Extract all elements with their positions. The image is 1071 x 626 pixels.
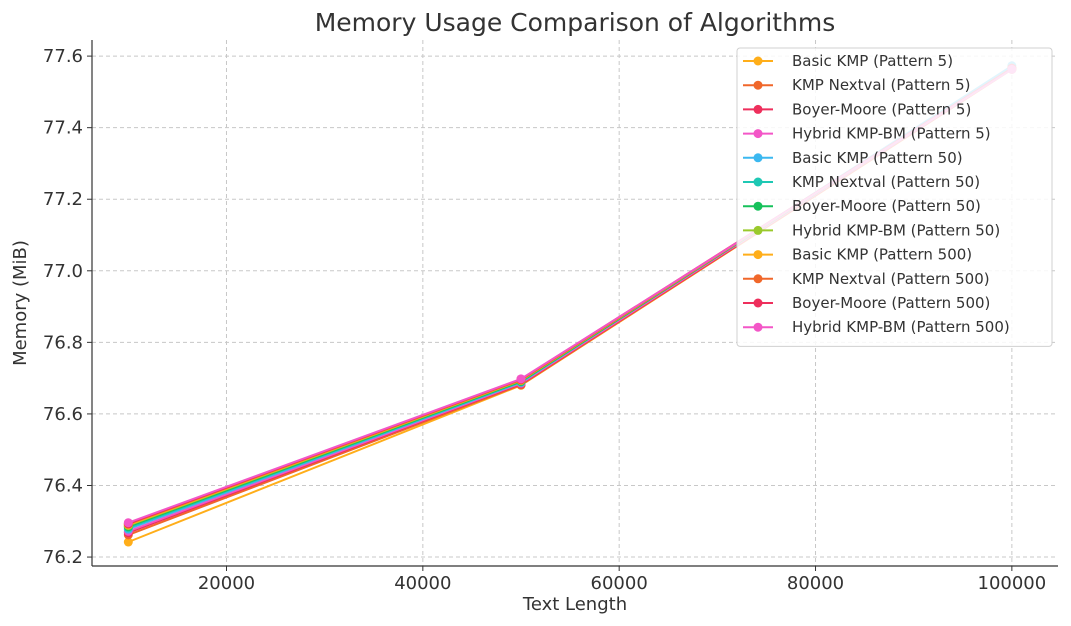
legend-label: Basic KMP (Pattern 500) bbox=[792, 246, 972, 264]
legend-entry: Hybrid KMP-BM (Pattern 500) bbox=[743, 318, 1010, 336]
y-tick-label: 77.2 bbox=[43, 189, 83, 210]
legend-swatch-marker bbox=[753, 274, 763, 284]
legend-entry: Boyer-Moore (Pattern 50) bbox=[743, 197, 981, 215]
legend-entry: KMP Nextval (Pattern 500) bbox=[743, 270, 990, 288]
data-point bbox=[123, 518, 133, 528]
legend-swatch-marker bbox=[753, 250, 763, 260]
legend-entry: Basic KMP (Pattern 50) bbox=[743, 149, 963, 167]
y-tick-label: 76.2 bbox=[43, 547, 83, 568]
legend-label: KMP Nextval (Pattern 5) bbox=[792, 76, 971, 94]
legend-swatch-marker bbox=[753, 56, 763, 66]
x-tick-label: 100000 bbox=[978, 573, 1047, 594]
legend-entry: Boyer-Moore (Pattern 5) bbox=[743, 100, 971, 118]
data-point bbox=[516, 374, 526, 384]
y-tick-label: 77.6 bbox=[43, 46, 83, 67]
legend-entry: Basic KMP (Pattern 5) bbox=[743, 52, 953, 70]
legend-swatch-marker bbox=[753, 298, 763, 308]
legend-label: KMP Nextval (Pattern 500) bbox=[792, 270, 990, 288]
y-axis-ticks: 76.2 76.4 76.6 76.8 77.0 77.2 77.4 77.6 bbox=[43, 46, 92, 568]
legend-label: Boyer-Moore (Pattern 5) bbox=[792, 100, 971, 118]
legend-swatch-marker bbox=[753, 129, 763, 139]
y-tick-label: 76.6 bbox=[43, 404, 83, 425]
legend-label: Hybrid KMP-BM (Pattern 50) bbox=[792, 221, 1000, 239]
legend-entry: KMP Nextval (Pattern 50) bbox=[743, 173, 980, 191]
legend-label: Hybrid KMP-BM (Pattern 5) bbox=[792, 125, 991, 143]
legend: Basic KMP (Pattern 5) KMP Nextval (Patter… bbox=[736, 47, 1053, 347]
legend-swatch-marker bbox=[753, 153, 763, 163]
legend-label: Hybrid KMP-BM (Pattern 500) bbox=[792, 318, 1010, 336]
legend-box bbox=[736, 47, 1053, 347]
y-tick-label: 76.4 bbox=[43, 475, 83, 496]
y-tick-label: 77.0 bbox=[43, 261, 83, 282]
legend-label: Boyer-Moore (Pattern 50) bbox=[792, 197, 981, 215]
legend-swatch-marker bbox=[753, 201, 763, 211]
legend-swatch-marker bbox=[753, 322, 763, 332]
legend-swatch-marker bbox=[753, 177, 763, 187]
data-point bbox=[123, 537, 133, 547]
legend-entry: Hybrid KMP-BM (Pattern 5) bbox=[743, 125, 991, 143]
legend-entry: Hybrid KMP-BM (Pattern 50) bbox=[743, 221, 1000, 239]
y-tick-label: 76.8 bbox=[43, 332, 83, 353]
legend-label: Boyer-Moore (Pattern 500) bbox=[792, 294, 990, 312]
legend-entry: KMP Nextval (Pattern 5) bbox=[743, 76, 971, 94]
x-axis-label: Text Length bbox=[522, 594, 627, 615]
legend-swatch-marker bbox=[753, 104, 763, 114]
legend-swatch-marker bbox=[753, 225, 763, 235]
x-tick-label: 40000 bbox=[394, 573, 451, 594]
legend-entry: Basic KMP (Pattern 500) bbox=[743, 246, 972, 264]
chart-title: Memory Usage Comparison of Algorithms bbox=[315, 8, 836, 37]
legend-entry: Boyer-Moore (Pattern 500) bbox=[743, 294, 990, 312]
legend-label: Basic KMP (Pattern 5) bbox=[792, 52, 953, 70]
legend-label: Basic KMP (Pattern 50) bbox=[792, 149, 963, 167]
legend-swatch-marker bbox=[753, 80, 763, 90]
x-tick-label: 60000 bbox=[591, 573, 648, 594]
x-tick-label: 20000 bbox=[198, 573, 255, 594]
x-tick-label: 80000 bbox=[787, 573, 844, 594]
legend-label: KMP Nextval (Pattern 50) bbox=[792, 173, 980, 191]
y-tick-label: 77.4 bbox=[43, 118, 83, 139]
x-axis-ticks: 20000 40000 60000 80000 100000 bbox=[198, 566, 1046, 594]
y-axis-label: Memory (MiB) bbox=[10, 240, 31, 366]
